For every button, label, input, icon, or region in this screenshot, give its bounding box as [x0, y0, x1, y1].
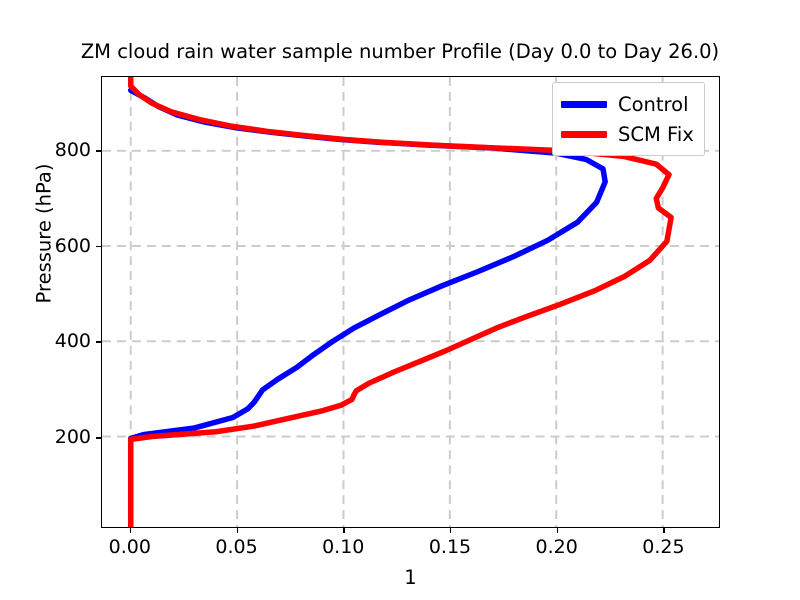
y-tick-label: 800 — [54, 139, 91, 162]
legend-item[interactable]: SCM Fix — [561, 119, 694, 149]
x-tick-label: 0.25 — [642, 536, 685, 558]
x-axis-label: 1 — [404, 566, 417, 589]
x-tick-mark — [236, 528, 238, 533]
x-tick-mark — [129, 528, 132, 533]
x-tick-label: 0.05 — [215, 536, 258, 558]
y-tick-label: 200 — [54, 426, 91, 449]
x-tick-mark — [343, 528, 345, 533]
y-tick-mark — [96, 341, 101, 343]
x-tick-mark — [663, 528, 665, 533]
y-axis-label: Pressure (hPa) — [32, 163, 56, 304]
page-title: ZM cloud rain water sample number Profil… — [80, 40, 720, 63]
series-lines — [127, 77, 674, 527]
y-tick-mark — [96, 245, 101, 248]
plot-svg — [102, 77, 719, 527]
series-line-control — [127, 87, 608, 527]
x-tick-mark — [449, 528, 452, 533]
legend-label: Control — [618, 92, 689, 116]
y-tick-label: 600 — [54, 234, 91, 257]
x-tick-label: 0.00 — [108, 536, 151, 558]
legend: Control SCM Fix — [552, 82, 705, 156]
x-tick-mark — [556, 528, 559, 533]
y-tick-label: 400 — [54, 330, 91, 353]
legend-item[interactable]: Control — [561, 89, 694, 119]
legend-swatch-icon — [561, 100, 607, 108]
y-tick-mark — [96, 150, 101, 152]
x-tick-label: 0.10 — [322, 536, 365, 558]
y-tick-mark — [96, 437, 101, 439]
x-tick-label: 0.20 — [535, 536, 578, 558]
legend-label: SCM Fix — [618, 122, 694, 146]
x-tick-label: 0.15 — [428, 536, 472, 558]
legend-swatch-icon — [561, 130, 607, 138]
series-line-scm-fix — [127, 77, 674, 527]
